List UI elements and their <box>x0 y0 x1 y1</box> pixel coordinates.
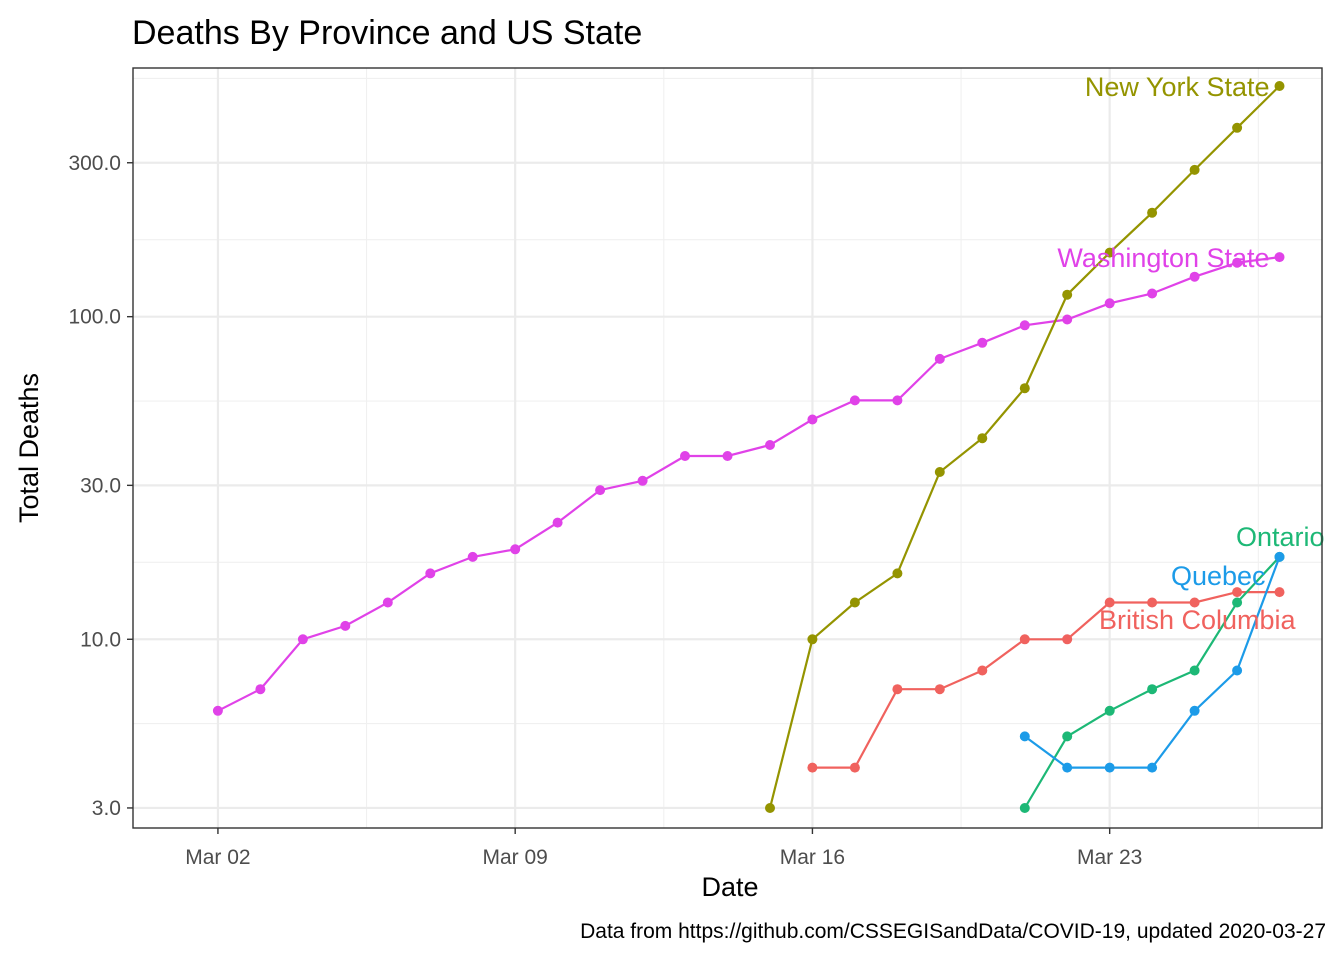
data-point-washington-state <box>1062 314 1073 325</box>
x-axis: Mar 02 Mar 09 Mar 16 Mar 23 <box>185 828 1142 869</box>
x-tick-label: Mar 02 <box>185 846 250 869</box>
data-point-washington-state <box>1147 288 1158 299</box>
data-point-washington-state <box>1104 298 1115 309</box>
series-label-ontario: Ontario <box>1236 522 1325 552</box>
data-point-washington-state <box>977 337 988 348</box>
series-label-new-york-state: New York State <box>1085 72 1270 102</box>
data-point-washington-state <box>892 395 903 406</box>
data-point-quebec <box>1189 705 1200 716</box>
data-point-new-york-state <box>1232 122 1243 133</box>
data-point-washington-state <box>212 705 223 716</box>
data-point-quebec <box>1274 551 1285 562</box>
x-tick-label: Mar 09 <box>482 846 547 869</box>
chart-caption: Data from https://github.com/CSSEGISandD… <box>580 920 1326 943</box>
y-axis-title: Total Deaths <box>14 373 44 523</box>
data-point-washington-state <box>297 634 308 645</box>
data-point-british-columbia <box>849 762 860 773</box>
data-point-quebec <box>1232 665 1243 676</box>
data-point-washington-state <box>1189 271 1200 282</box>
series-line-washington-state <box>217 256 1280 712</box>
series-labels: Washington State New York State British Co… <box>1057 72 1324 635</box>
data-point-washington-state <box>849 395 860 406</box>
data-point-british-columbia <box>1189 597 1200 608</box>
data-point-new-york-state <box>1274 81 1285 91</box>
data-point-washington-state <box>467 551 478 562</box>
data-point-washington-state <box>1019 320 1030 331</box>
data-point-british-columbia <box>1147 597 1158 608</box>
y-axis: 3.0 10.0 30.0 100.0 300.0 <box>68 152 133 820</box>
plot-border <box>132 67 1323 829</box>
data-point-new-york-state <box>1019 383 1030 394</box>
data-point-british-columbia <box>1274 587 1285 598</box>
data-point-british-columbia <box>892 684 903 695</box>
data-point-washington-state <box>934 353 945 364</box>
series-label-washington-state: Washington State <box>1057 243 1269 273</box>
data-point-ontario <box>1019 803 1030 813</box>
major-gridlines <box>133 68 1322 828</box>
data-point-ontario <box>1147 684 1158 695</box>
plot-background <box>133 68 1322 828</box>
data-point-british-columbia <box>934 684 945 695</box>
minor-gridlines <box>133 68 1322 828</box>
data-point-washington-state <box>552 517 563 528</box>
data-point-british-columbia <box>977 665 988 676</box>
data-point-washington-state <box>595 485 606 496</box>
data-point-washington-state <box>637 475 648 486</box>
data-point-new-york-state <box>1104 247 1115 258</box>
data-point-new-york-state <box>1147 207 1158 218</box>
data-point-new-york-state <box>849 597 860 608</box>
y-tick-label: 3.0 <box>92 797 121 820</box>
data-point-washington-state <box>722 451 733 461</box>
data-point-quebec <box>1147 762 1158 773</box>
data-point-new-york-state <box>1062 289 1073 300</box>
data-point-quebec <box>1019 731 1030 742</box>
data-point-ontario <box>1062 731 1073 742</box>
data-point-quebec <box>1062 762 1073 773</box>
data-point-ontario <box>1104 705 1115 716</box>
data-point-british-columbia <box>807 762 818 773</box>
data-point-washington-state <box>1274 252 1285 263</box>
data-point-quebec <box>1104 762 1115 773</box>
chart-title: Deaths By Province and US State <box>132 14 642 52</box>
data-point-washington-state <box>255 684 266 695</box>
data-point-washington-state <box>765 440 775 450</box>
y-tick-label: 30.0 <box>80 474 121 497</box>
data-point-british-columbia <box>1019 634 1030 645</box>
data-point-washington-state <box>807 414 818 425</box>
y-tick-label: 100.0 <box>68 306 121 329</box>
data-point-british-columbia <box>1062 634 1073 645</box>
data-point-new-york-state <box>807 634 818 645</box>
data-point-washington-state <box>1232 257 1243 268</box>
data-point-ontario <box>1189 665 1200 676</box>
data-point-ontario <box>1232 597 1243 608</box>
data-point-british-columbia <box>1104 597 1115 608</box>
data-point-new-york-state <box>892 568 903 579</box>
data-point-new-york-state <box>977 433 988 444</box>
data-point-washington-state <box>510 544 521 555</box>
y-tick-label: 300.0 <box>68 152 121 175</box>
data-point-new-york-state <box>934 467 945 477</box>
series-label-quebec: Quebec <box>1171 561 1266 591</box>
data-point-washington-state <box>382 597 393 608</box>
series-label-british-columbia: British Columbia <box>1099 605 1297 635</box>
data-point-washington-state <box>425 568 436 579</box>
x-tick-label: Mar 23 <box>1077 846 1142 869</box>
data-point-new-york-state <box>765 803 775 813</box>
series-layer <box>212 81 1285 813</box>
series-line-british-columbia <box>812 590 1280 769</box>
x-axis-title: Date <box>701 872 758 902</box>
data-point-washington-state <box>680 451 690 461</box>
y-tick-label: 10.0 <box>80 628 121 651</box>
x-tick-label: Mar 16 <box>780 846 845 869</box>
data-point-british-columbia <box>1232 587 1243 598</box>
data-point-new-york-state <box>1189 164 1200 175</box>
data-point-washington-state <box>340 620 351 631</box>
